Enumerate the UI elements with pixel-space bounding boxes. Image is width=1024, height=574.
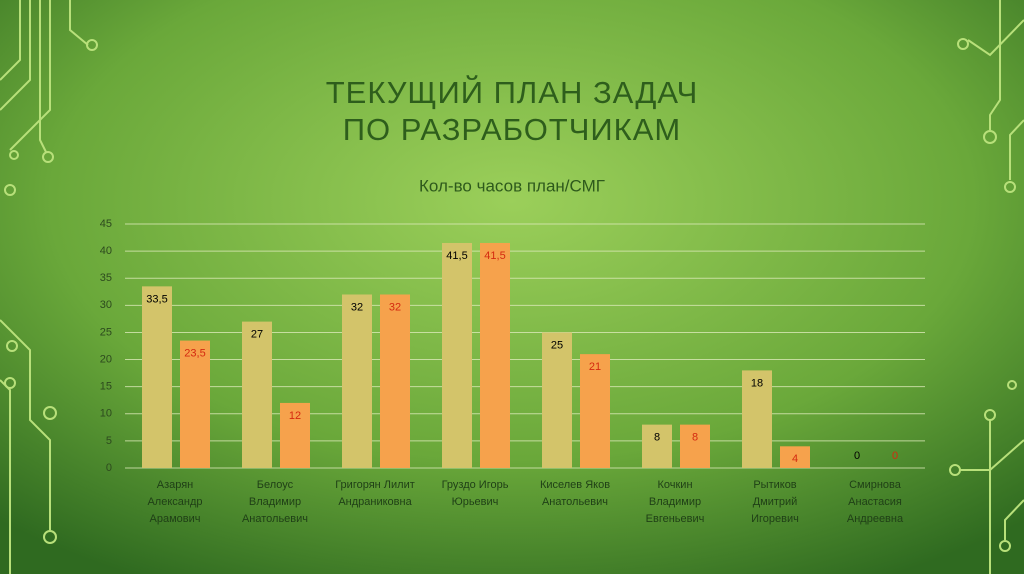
x-tick-label: Кочкин — [657, 479, 692, 491]
x-tick-label: Груздо Игорь — [442, 479, 509, 491]
x-tick-label: Анатольевич — [242, 513, 308, 525]
data-label: 25 — [551, 339, 563, 351]
y-tick-label: 45 — [100, 218, 112, 230]
y-tick-label: 15 — [100, 381, 112, 393]
y-tick-label: 0 — [106, 462, 112, 474]
x-tick-label: Евгеньевич — [646, 513, 705, 525]
data-label: 0 — [854, 450, 860, 462]
bar — [780, 446, 810, 468]
bar — [742, 370, 772, 468]
x-tick-label: Юрьевич — [452, 496, 499, 508]
bar — [342, 294, 372, 468]
bar — [542, 332, 572, 468]
bar — [242, 321, 272, 468]
chart-subtitle: Кол-во часов план/СМГ — [419, 176, 605, 195]
x-tick-label: Игоревич — [751, 513, 799, 525]
y-tick-label: 35 — [100, 272, 112, 284]
bar — [442, 242, 472, 468]
x-tick-label: Рытиков — [753, 479, 796, 491]
bar — [280, 402, 310, 468]
x-tick-label: Азарян — [157, 479, 194, 491]
data-label: 27 — [251, 329, 263, 341]
y-tick-label: 5 — [106, 435, 112, 447]
data-label: 8 — [692, 432, 698, 444]
data-label: 21 — [589, 361, 601, 373]
data-label: 18 — [751, 377, 763, 389]
bar — [380, 294, 410, 468]
bar — [642, 424, 672, 468]
data-label: 32 — [389, 301, 401, 313]
data-label: 41,5 — [484, 250, 505, 262]
y-tick-label: 10 — [100, 408, 112, 420]
bar — [142, 286, 172, 468]
title-line: ТЕКУЩИЙ ПЛАН ЗАДАЧ — [326, 74, 699, 110]
x-tick-label: Андреевна — [847, 513, 904, 525]
x-tick-label: Андраниковна — [338, 496, 412, 508]
y-tick-label: 30 — [100, 299, 112, 311]
data-label: 12 — [289, 410, 301, 422]
x-tick-label: Смирнова — [849, 479, 902, 491]
data-label: 33,5 — [146, 293, 167, 305]
data-label: 41,5 — [446, 250, 467, 262]
data-label: 8 — [654, 432, 660, 444]
bar — [180, 340, 210, 468]
x-tick-label: Владимир — [249, 496, 301, 508]
x-tick-label: Арамович — [150, 513, 201, 525]
x-tick-label: Киселев Яков — [540, 479, 610, 491]
x-tick-label: Григорян Лилит — [335, 479, 415, 491]
x-tick-label: Александр — [147, 496, 202, 508]
data-label: 4 — [792, 453, 798, 465]
y-tick-label: 40 — [100, 245, 112, 257]
title-line: ПО РАЗРАБОТЧИКАМ — [343, 112, 682, 147]
data-label: 32 — [351, 301, 363, 313]
bar — [580, 354, 610, 468]
x-tick-label: Дмитрий — [753, 496, 798, 508]
data-label: 0 — [892, 450, 898, 462]
data-label: 23,5 — [184, 347, 205, 359]
x-tick-label: Владимир — [649, 496, 701, 508]
bar — [480, 242, 510, 468]
y-tick-label: 25 — [100, 326, 112, 338]
x-tick-label: Анастасия — [848, 496, 902, 508]
bar — [680, 424, 710, 468]
y-tick-label: 20 — [100, 353, 112, 365]
x-tick-label: Белоус — [257, 479, 294, 491]
x-tick-label: Анатольевич — [542, 496, 608, 508]
